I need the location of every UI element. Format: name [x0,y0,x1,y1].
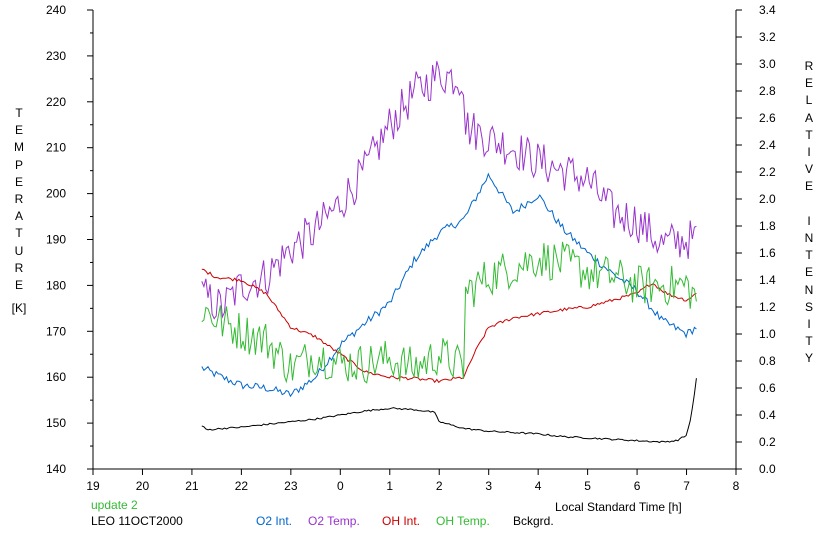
y-right-tick-label: 0.6 [759,381,776,395]
legend-bckgrd: Bckgrd. [513,514,554,528]
y-axis-left-unit: [K] [11,301,27,315]
legend-oh-int: OH Int. [382,514,421,528]
legend-oh-temp: OH Temp. [436,514,490,528]
y-right-tick-label: 2.8 [759,84,776,98]
y-axis-right-title: R E L A T I V E I N T E N S I T Y [804,59,814,366]
y-axis-left-title: T E M P E R A T U R E [14,106,24,293]
y-right-tick-label: 0.8 [759,354,776,368]
x-tick-label: 7 [683,479,690,493]
axes [87,9,742,475]
x-tick-label: 22 [235,479,249,493]
x-tick-label: 6 [634,479,641,493]
x-tick-label: 0 [337,479,344,493]
series-lines [201,61,697,444]
y-right-tick-label: 3.2 [759,30,776,44]
legend-o2-temp: O2 Temp. [308,514,360,528]
y-left-tick-label: 190 [46,233,66,247]
y-left-tick-label: 230 [46,49,66,63]
series-line-o2-int [201,172,697,398]
y-right-tick-label: 3.0 [759,57,776,71]
series-line-oh-int [201,268,697,384]
y-right-tick-label: 0.0 [759,462,776,476]
y-left-tick-label: 140 [46,462,66,476]
x-tick-label: 20 [136,479,150,493]
y-left-tick-label: 220 [46,95,66,109]
series-line-o2-temp [201,61,697,320]
x-tick-label: 21 [185,479,199,493]
y-right-tick-label: 2.4 [759,138,776,152]
y-right-tick-label: 2.6 [759,111,776,125]
y-right-tick-label: 3.4 [759,3,776,17]
x-tick-label: 23 [284,479,298,493]
series-line-bckgrd [201,378,697,444]
y-right-tick-label: 2.0 [759,192,776,206]
y-left-tick-label: 170 [46,324,66,338]
x-tick-label: 1 [386,479,393,493]
y-left-tick-label: 240 [46,3,66,17]
y-right-tick-label: 1.0 [759,327,776,341]
x-tick-label: 4 [535,479,542,493]
legend-o2-int: O2 Int. [256,514,293,528]
x-tick-label: 2 [436,479,443,493]
y-right-tick-label: 1.6 [759,246,776,260]
x-axis-title: Local Standard Time [h] [555,500,682,514]
dataset-label: LEO 11OCT2000 [91,514,183,528]
y-right-tick-label: 1.4 [759,273,776,287]
update-note: update 2 [91,498,138,512]
x-tick-label: 8 [733,479,740,493]
y-right-tick-label: 0.2 [759,435,776,449]
y-right-tick-label: 2.2 [759,165,776,179]
y-left-tick-label: 210 [46,141,66,155]
y-left-tick-label: 180 [46,278,66,292]
y-right-tick-label: 1.8 [759,219,776,233]
tick-labels: 19 20 21 22 23 0 1 2 3 4 5 6 7 8140150160170180190200… [46,3,776,493]
y-right-tick-label: 0.4 [759,408,776,422]
x-tick-label: 19 [86,479,100,493]
y-left-tick-label: 200 [46,187,66,201]
y-right-tick-label: 1.2 [759,300,776,314]
y-left-tick-label: 150 [46,416,66,430]
y-left-tick-label: 160 [46,370,66,384]
x-tick-label: 5 [584,479,591,493]
x-tick-label: 3 [485,479,492,493]
series-line-oh-temp [201,241,697,384]
